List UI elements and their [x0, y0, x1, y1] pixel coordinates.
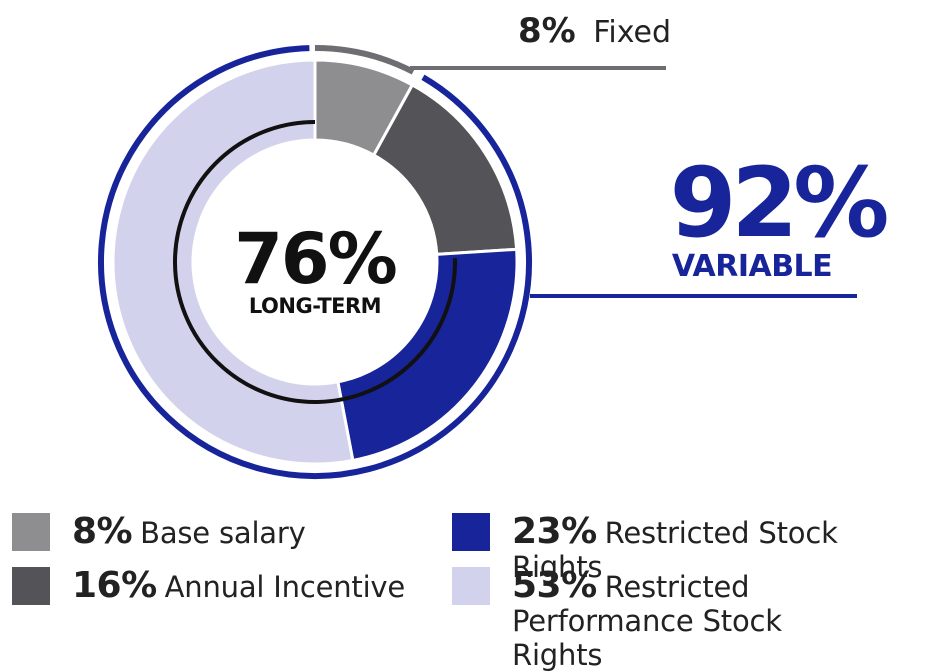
donut-slice-restricted-stock-rights — [336, 247, 519, 463]
fixed-callout-label: Fixed — [593, 15, 671, 50]
donut-slice-restricted-performance-stock-rights — [111, 58, 355, 466]
variable-ring-arc — [98, 45, 532, 479]
compensation-donut-chart: 76% LONG-TERM 8% Fixed 92% VARIABLE — [98, 11, 892, 479]
center-value: 76% — [234, 218, 396, 300]
center-label: LONG-TERM — [249, 294, 381, 318]
long-term-arc — [173, 120, 457, 404]
donut-rings — [98, 45, 532, 479]
variable-callout-label: VARIABLE — [672, 249, 832, 284]
fixed-callout-text: 8% Fixed — [518, 11, 671, 51]
fixed-callout-value: 8% — [518, 11, 576, 51]
donut-slices — [111, 58, 519, 466]
variable-callout-value: 92% — [670, 147, 888, 259]
fixed-ring-arc — [314, 45, 415, 75]
